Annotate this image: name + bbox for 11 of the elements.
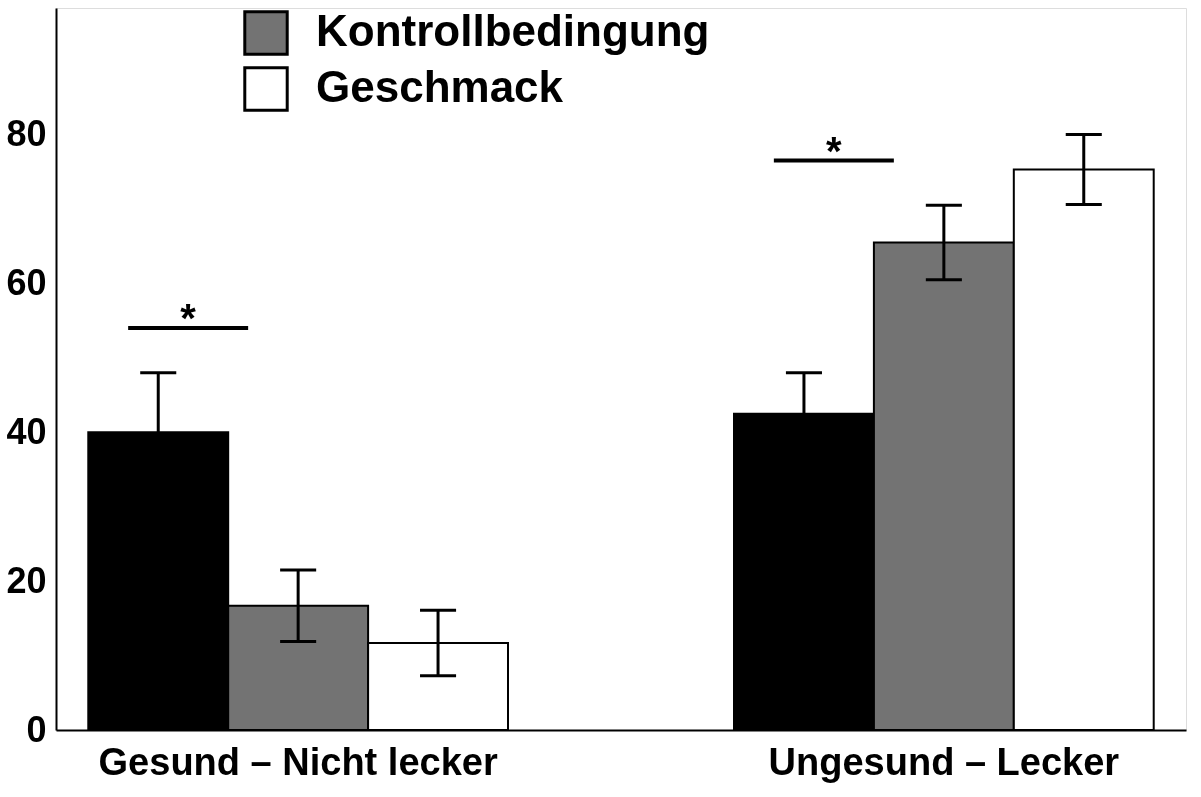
y-tick-label: 40	[6, 410, 47, 452]
y-tick-label: 80	[6, 113, 47, 155]
annotation: *	[826, 128, 843, 173]
legend-label: Kontrollbedingung	[316, 6, 710, 55]
annotation: *	[180, 296, 197, 341]
y-tick-label: 60	[6, 261, 47, 303]
x-tick-label: Ungesund – Lecker	[768, 740, 1120, 783]
legend-label: Geschmack	[316, 62, 564, 111]
x-tick-label: Gesund – Nicht lecker	[98, 740, 498, 783]
y-tick-label: 20	[6, 559, 47, 601]
y-tick-label: 0	[26, 708, 47, 750]
